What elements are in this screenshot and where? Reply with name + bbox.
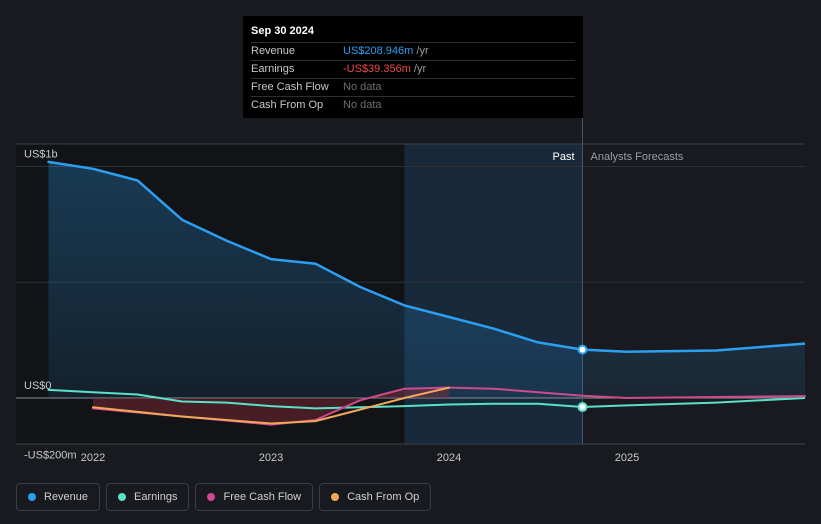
x-tick-label: 2024 xyxy=(437,452,461,464)
series-line-earnings xyxy=(47,388,584,410)
legend-item-free-cash-flow[interactable]: Free Cash Flow xyxy=(195,483,314,511)
x-tick-label: 2025 xyxy=(615,452,639,464)
tooltip-value: No data xyxy=(343,99,382,111)
highlight-band xyxy=(404,144,583,444)
y-tick-label: US$1b xyxy=(24,149,58,161)
tooltip-label: Earnings xyxy=(251,63,295,75)
revenue-area xyxy=(48,161,805,398)
legend-label: Free Cash Flow xyxy=(223,491,302,503)
legend-dot-icon xyxy=(28,493,36,501)
y-tick-label: US$0 xyxy=(24,380,52,392)
tooltip-panel: Sep 30 2024 Revenue US$208.946m /yr Earn… xyxy=(243,16,583,118)
series-line-cash-from-op xyxy=(92,386,450,425)
forecast-line-revenue xyxy=(582,342,806,353)
past-label: Past xyxy=(552,151,574,163)
tooltip-label: Cash From Op xyxy=(251,99,324,111)
tooltip-row-revenue: Revenue US$208.946m /yr xyxy=(251,42,575,60)
series-line-revenue xyxy=(47,160,584,351)
legend-item-cash-from-op[interactable]: Cash From Op xyxy=(319,483,432,511)
tooltip-row-cash-from-op: Cash From Op No data xyxy=(251,96,575,114)
tooltip-label: Free Cash Flow xyxy=(251,81,329,93)
tooltip-unit: /yr xyxy=(410,63,427,75)
marker-earnings xyxy=(577,402,588,413)
tooltip-row-earnings: Earnings -US$39.356m /yr xyxy=(251,60,575,78)
legend-label: Revenue xyxy=(44,491,89,503)
tooltip-value: No data xyxy=(343,81,382,93)
legend-dot-icon xyxy=(118,493,127,501)
tooltip-unit: /yr xyxy=(413,45,429,57)
tooltip-date: Sep 30 2024 xyxy=(251,25,314,37)
legend-dot-icon xyxy=(331,493,340,501)
legend-item-revenue[interactable]: Revenue xyxy=(16,483,101,511)
chart-legend: Revenue Earnings Free Cash Flow Cash Fro… xyxy=(16,483,432,511)
legend-label: Cash From Op xyxy=(347,491,420,503)
tooltip-value: -US$39.356m xyxy=(343,63,411,75)
forecast-line-earnings xyxy=(582,397,806,408)
x-tick-label: 2023 xyxy=(259,452,283,464)
y-tick-label: -US$200m xyxy=(24,449,77,461)
legend-dot-icon xyxy=(207,493,216,501)
legend-label: Earnings xyxy=(134,491,178,503)
legend-item-earnings[interactable]: Earnings xyxy=(106,483,190,511)
marker-revenue xyxy=(577,344,588,355)
tooltip-label: Revenue xyxy=(251,45,296,57)
x-tick-label: 2022 xyxy=(81,452,105,464)
forecast-label: Analysts Forecasts xyxy=(591,151,684,163)
tooltip-row-free-cash-flow: Free Cash Flow No data xyxy=(251,78,575,96)
tooltip-value: US$208.946m xyxy=(343,45,414,57)
